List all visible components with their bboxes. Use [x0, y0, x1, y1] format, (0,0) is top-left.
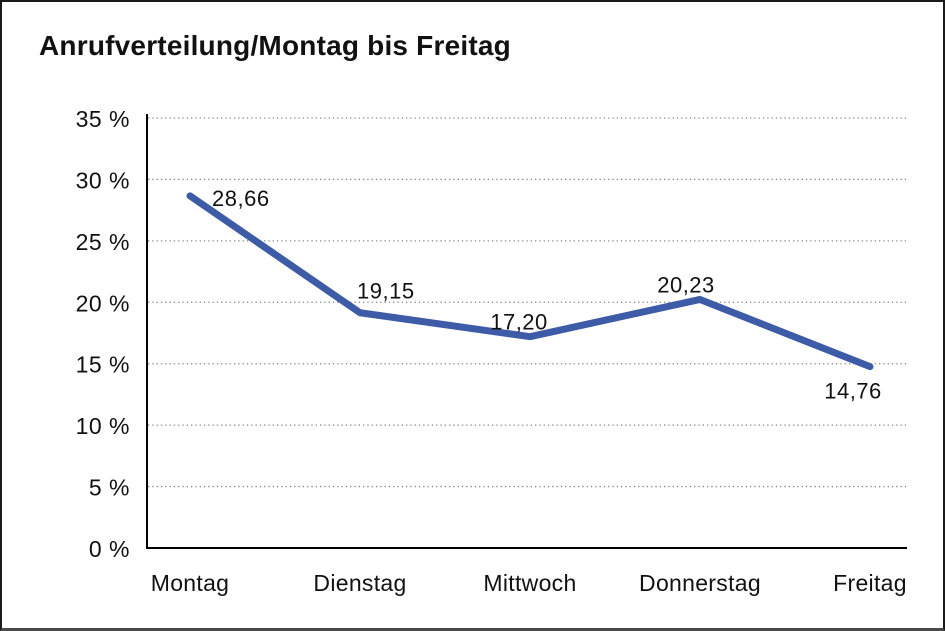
- x-category-label: Freitag: [833, 570, 907, 596]
- data-point-label: 17,20: [490, 310, 548, 335]
- y-tick-label: 20 %: [76, 290, 130, 316]
- data-point-label: 20,23: [657, 272, 715, 297]
- y-tick-label: 5 %: [89, 475, 130, 501]
- data-point-label: 19,15: [357, 279, 415, 304]
- data-point-label: 14,76: [824, 379, 882, 404]
- x-category-label: Donnerstag: [639, 570, 761, 596]
- y-tick-label: 10 %: [76, 413, 130, 439]
- y-tick-label: 25 %: [76, 229, 130, 255]
- data-point-label: 28,66: [212, 186, 270, 211]
- chart-title: Anrufverteilung/Montag bis Freitag: [39, 30, 511, 61]
- y-tick-label: 35 %: [76, 106, 130, 132]
- data-series-line: [186, 192, 874, 371]
- y-tick-label: 0 %: [89, 536, 130, 562]
- x-category-label: Mittwoch: [483, 570, 576, 596]
- x-category-label: Dienstag: [313, 570, 406, 596]
- y-tick-label: 15 %: [76, 352, 130, 378]
- x-category-label: Montag: [151, 570, 230, 596]
- y-tick-label: 30 %: [76, 167, 130, 193]
